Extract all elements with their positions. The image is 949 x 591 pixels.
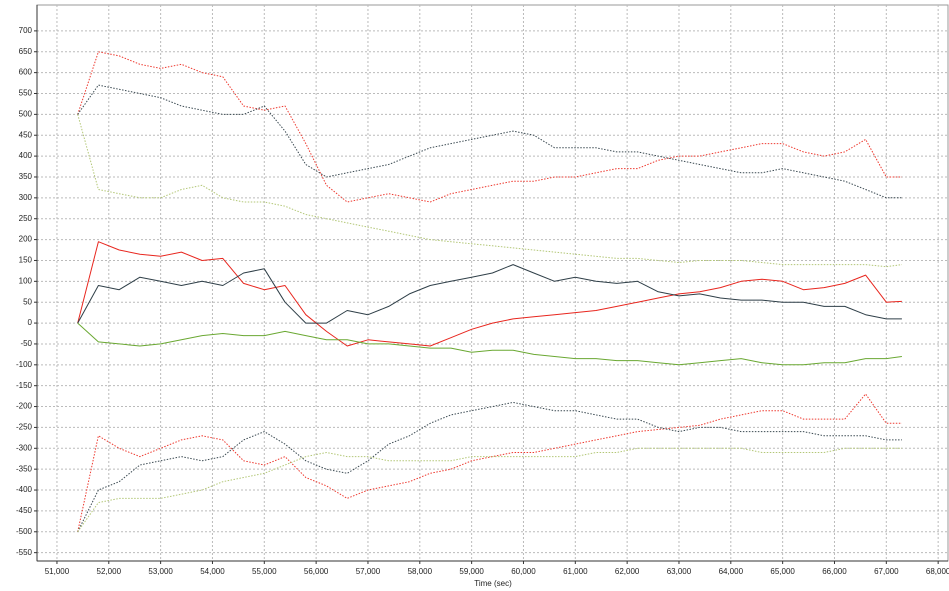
plot-area [36, 4, 949, 562]
y-tick-label: -150 [16, 381, 33, 390]
x-tick-label: 68,000 [926, 567, 949, 576]
x-tick-label: 58,000 [408, 567, 433, 576]
x-tick-label: 54,000 [200, 567, 225, 576]
y-tick-label: 250 [19, 214, 33, 223]
y-tick-label: 700 [19, 26, 33, 35]
x-tick-label: 67,000 [874, 567, 899, 576]
x-tick-label: 53,000 [148, 567, 173, 576]
y-tick-label: 200 [19, 235, 33, 244]
x-tick-label: 59,000 [459, 567, 484, 576]
series-line [77, 84, 902, 199]
series-line [77, 241, 902, 347]
y-tick-label: 600 [19, 68, 33, 77]
y-tick-label: 650 [19, 47, 33, 56]
x-tick-label: 61,000 [563, 567, 588, 576]
series-line [77, 51, 902, 203]
y-tick-label: 450 [19, 130, 33, 139]
x-tick-label: 66,000 [822, 567, 847, 576]
series-line [77, 264, 902, 324]
y-tick-label: -50 [20, 339, 32, 348]
x-tick-label: 62,000 [615, 567, 640, 576]
y-tick-label: 400 [19, 151, 33, 160]
x-tick-label: 52,000 [97, 567, 122, 576]
series-line [77, 114, 902, 268]
y-tick-label: -200 [16, 402, 33, 411]
x-tick-label: 57,000 [356, 567, 381, 576]
y-tick-label: 150 [19, 256, 33, 265]
series-line [77, 322, 902, 366]
y-tick-label: -400 [16, 485, 33, 494]
y-tick-label: 50 [23, 297, 32, 306]
x-tick-label: 64,000 [719, 567, 744, 576]
y-tick-label: -100 [16, 360, 33, 369]
y-tick-label: -300 [16, 443, 33, 452]
y-tick-label: -450 [16, 506, 33, 515]
y-tick-label: 100 [19, 276, 33, 285]
y-tick-label: 500 [19, 109, 33, 118]
x-tick-label: 51,000 [45, 567, 70, 576]
y-tick-label: -350 [16, 464, 33, 473]
y-tick-label: -550 [16, 548, 33, 557]
y-tick-label: 300 [19, 193, 33, 202]
x-tick-label: 65,000 [770, 567, 795, 576]
x-axis-title: Time (sec) [474, 579, 512, 588]
series-line [77, 447, 902, 533]
y-tick-label: 350 [19, 172, 33, 181]
x-tick-label: 55,000 [252, 567, 277, 576]
y-tick-label: 550 [19, 89, 33, 98]
y-tick-label: -500 [16, 527, 33, 536]
y-tick-label: -250 [16, 423, 33, 432]
y-tick-label: 0 [28, 318, 33, 327]
x-tick-label: 63,000 [667, 567, 692, 576]
x-tick-label: 60,000 [511, 567, 536, 576]
x-tick-label: 56,000 [304, 567, 329, 576]
